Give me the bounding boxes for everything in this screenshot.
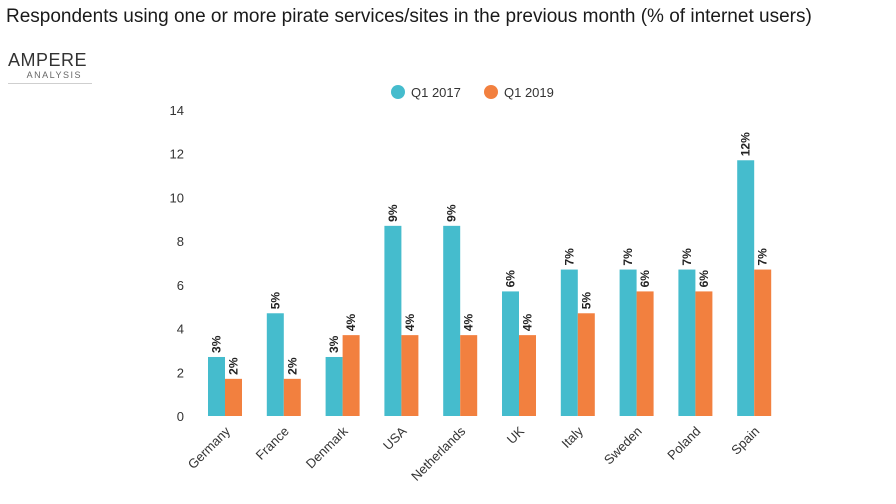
bar-value-label: 6% [504, 270, 518, 288]
bar-0 [737, 160, 755, 416]
chart-title: Respondents using one or more pirate ser… [6, 6, 812, 27]
x-category-label: Sweden [601, 424, 645, 468]
bar-1 [754, 269, 772, 416]
bar-value-label: 4% [403, 313, 417, 331]
y-tick-label: 10 [170, 190, 184, 205]
bar-value-label: 7% [562, 248, 576, 266]
bar-value-label: 4% [344, 313, 358, 331]
x-category-label: Italy [558, 423, 586, 451]
x-category-label: France [253, 424, 292, 463]
bar-0 [208, 356, 225, 416]
bar-0 [325, 356, 343, 416]
bar-value-label: 7% [680, 248, 694, 266]
bar-value-label: 7% [621, 248, 635, 266]
bar-0 [560, 269, 578, 416]
y-tick-label: 0 [177, 409, 184, 424]
bar-value-label: 9% [386, 204, 400, 222]
bar-0 [502, 291, 519, 416]
y-tick-label: 8 [177, 234, 184, 249]
bar-1 [695, 291, 713, 416]
y-tick-label: 2 [177, 365, 184, 380]
bar-value-label: 6% [697, 270, 711, 288]
legend-label-1: Q1 2019 [504, 85, 554, 100]
x-category-label: Poland [664, 424, 703, 463]
bar-1 [460, 335, 478, 416]
bar-1 [342, 335, 360, 416]
bar-value-label: 3% [210, 335, 224, 353]
bar-0 [678, 269, 696, 416]
bar-1 [577, 313, 595, 416]
x-category-label: Netherlands [408, 423, 469, 484]
bar-value-label: 7% [756, 248, 770, 266]
logo-subtitle: ANALYSIS [26, 70, 82, 80]
legend-label-0: Q1 2017 [411, 85, 461, 100]
x-category-label: Spain [728, 424, 762, 458]
legend-marker-1 [484, 85, 498, 99]
y-tick-label: 6 [177, 278, 184, 293]
x-category-label: UK [504, 423, 528, 447]
bar-value-label: 4% [521, 313, 535, 331]
bar-0 [619, 269, 637, 416]
bar-0 [266, 313, 284, 416]
x-category-label: Germany [185, 423, 234, 472]
bar-value-label: 12% [739, 132, 753, 156]
bar-value-label: 4% [462, 313, 476, 331]
x-category-label: Denmark [303, 423, 351, 471]
bar-0 [443, 225, 461, 416]
ampere-logo: AMPERE ANALYSIS [8, 50, 92, 84]
x-category-label: USA [380, 423, 410, 453]
bar-value-label: 9% [445, 204, 459, 222]
bar-1 [283, 378, 301, 416]
bar-value-label: 2% [285, 357, 299, 375]
logo-rule [8, 83, 92, 84]
logo-name: AMPERE [8, 50, 88, 70]
bar-1 [401, 335, 419, 416]
bar-value-label: 3% [327, 335, 341, 353]
bar-1 [225, 378, 242, 416]
legend-marker-0 [391, 85, 405, 99]
y-tick-label: 4 [177, 322, 184, 337]
bar-1 [519, 335, 536, 416]
bar-value-label: 5% [268, 292, 282, 310]
y-tick-label: 12 [170, 147, 184, 162]
bar-value-label: 5% [579, 292, 593, 310]
bar-0 [384, 225, 402, 416]
bar-value-label: 6% [638, 270, 652, 288]
bar-1 [636, 291, 654, 416]
bar-value-label: 2% [227, 357, 241, 375]
y-tick-label: 14 [170, 103, 184, 118]
